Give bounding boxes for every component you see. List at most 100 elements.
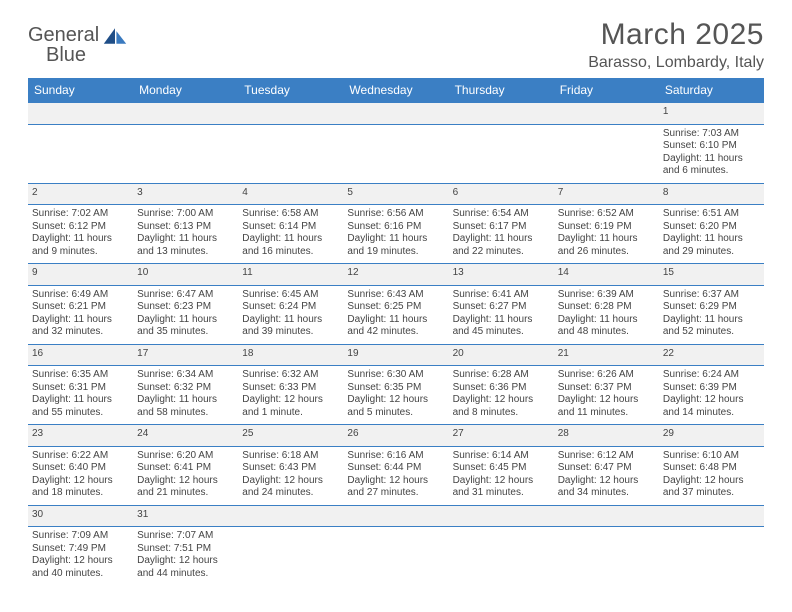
day-content-cell: Sunrise: 6:49 AMSunset: 6:21 PMDaylight:… xyxy=(28,285,133,344)
sunset-line: Sunset: 6:35 PM xyxy=(347,382,444,395)
day-content-cell: Sunrise: 6:41 AMSunset: 6:27 PMDaylight:… xyxy=(449,285,554,344)
calendar-table: Sunday Monday Tuesday Wednesday Thursday… xyxy=(28,78,764,585)
day-number-cell: 16 xyxy=(28,344,133,366)
calendar-head: Sunday Monday Tuesday Wednesday Thursday… xyxy=(28,78,764,103)
day-number-cell xyxy=(343,103,448,124)
daynum-row: 16171819202122 xyxy=(28,344,764,366)
sunset-line: Sunset: 6:20 PM xyxy=(663,221,760,234)
sunrise-line: Sunrise: 6:35 AM xyxy=(32,369,129,382)
sunrise-line: Sunrise: 6:49 AM xyxy=(32,289,129,302)
day-content-cell: Sunrise: 6:10 AMSunset: 6:48 PMDaylight:… xyxy=(659,446,764,505)
day-number-cell xyxy=(554,505,659,527)
day-content-cell: Sunrise: 6:43 AMSunset: 6:25 PMDaylight:… xyxy=(343,285,448,344)
sunset-line: Sunset: 6:10 PM xyxy=(663,140,760,153)
sunrise-line: Sunrise: 6:52 AM xyxy=(558,208,655,221)
day-content-cell: Sunrise: 6:32 AMSunset: 6:33 PMDaylight:… xyxy=(238,366,343,425)
daylight-line: Daylight: 11 hours and 29 minutes. xyxy=(663,233,760,258)
day-number-cell xyxy=(449,103,554,124)
sunrise-line: Sunrise: 6:32 AM xyxy=(242,369,339,382)
sunrise-line: Sunrise: 6:28 AM xyxy=(453,369,550,382)
day-content-cell xyxy=(554,527,659,586)
location: Barasso, Lombardy, Italy xyxy=(588,54,764,72)
sunset-line: Sunset: 6:45 PM xyxy=(453,462,550,475)
sunrise-line: Sunrise: 7:00 AM xyxy=(137,208,234,221)
sunset-line: Sunset: 6:25 PM xyxy=(347,301,444,314)
day-content-cell: Sunrise: 6:28 AMSunset: 6:36 PMDaylight:… xyxy=(449,366,554,425)
daylight-line: Daylight: 11 hours and 16 minutes. xyxy=(242,233,339,258)
day-content-cell: Sunrise: 7:03 AMSunset: 6:10 PMDaylight:… xyxy=(659,124,764,183)
day-content-cell: Sunrise: 6:35 AMSunset: 6:31 PMDaylight:… xyxy=(28,366,133,425)
sunset-line: Sunset: 6:28 PM xyxy=(558,301,655,314)
daylight-line: Daylight: 11 hours and 32 minutes. xyxy=(32,314,129,339)
weekday-row: Sunday Monday Tuesday Wednesday Thursday… xyxy=(28,78,764,103)
day-number-cell xyxy=(554,103,659,124)
daylight-line: Daylight: 11 hours and 58 minutes. xyxy=(137,394,234,419)
daynum-row: 2345678 xyxy=(28,183,764,205)
day-content-cell: Sunrise: 6:16 AMSunset: 6:44 PMDaylight:… xyxy=(343,446,448,505)
day-content-cell: Sunrise: 6:45 AMSunset: 6:24 PMDaylight:… xyxy=(238,285,343,344)
day-number-cell: 27 xyxy=(449,425,554,447)
day-content-cell xyxy=(343,124,448,183)
sunrise-line: Sunrise: 6:41 AM xyxy=(453,289,550,302)
sunset-line: Sunset: 6:41 PM xyxy=(137,462,234,475)
day-number-cell: 5 xyxy=(343,183,448,205)
day-number-cell: 9 xyxy=(28,264,133,286)
daylight-line: Daylight: 11 hours and 52 minutes. xyxy=(663,314,760,339)
day-content-cell xyxy=(449,124,554,183)
sunrise-line: Sunrise: 6:58 AM xyxy=(242,208,339,221)
day-number-cell: 30 xyxy=(28,505,133,527)
day-number-cell: 13 xyxy=(449,264,554,286)
daylight-line: Daylight: 12 hours and 34 minutes. xyxy=(558,475,655,500)
sunset-line: Sunset: 6:17 PM xyxy=(453,221,550,234)
daylight-line: Daylight: 12 hours and 31 minutes. xyxy=(453,475,550,500)
weekday-header: Friday xyxy=(554,78,659,103)
sunrise-line: Sunrise: 6:12 AM xyxy=(558,450,655,463)
day-number-cell: 7 xyxy=(554,183,659,205)
day-number-cell: 26 xyxy=(343,425,448,447)
daynum-row: 1 xyxy=(28,103,764,124)
daynum-row: 9101112131415 xyxy=(28,264,764,286)
day-number-cell: 8 xyxy=(659,183,764,205)
day-number-cell xyxy=(133,103,238,124)
sunrise-line: Sunrise: 6:54 AM xyxy=(453,208,550,221)
day-content-cell: Sunrise: 6:37 AMSunset: 6:29 PMDaylight:… xyxy=(659,285,764,344)
sunrise-line: Sunrise: 7:09 AM xyxy=(32,530,129,543)
day-number-cell: 19 xyxy=(343,344,448,366)
sunrise-line: Sunrise: 6:30 AM xyxy=(347,369,444,382)
sunrise-line: Sunrise: 6:16 AM xyxy=(347,450,444,463)
logo-text-2: Blue xyxy=(46,44,86,66)
sunset-line: Sunset: 6:47 PM xyxy=(558,462,655,475)
daynum-row: 23242526272829 xyxy=(28,425,764,447)
sunset-line: Sunset: 6:12 PM xyxy=(32,221,129,234)
sunset-line: Sunset: 6:44 PM xyxy=(347,462,444,475)
calendar-body: 1Sunrise: 7:03 AMSunset: 6:10 PMDaylight… xyxy=(28,103,764,585)
day-content-cell xyxy=(238,124,343,183)
day-number-cell: 25 xyxy=(238,425,343,447)
sunrise-line: Sunrise: 6:14 AM xyxy=(453,450,550,463)
day-number-cell xyxy=(449,505,554,527)
sunset-line: Sunset: 6:43 PM xyxy=(242,462,339,475)
day-content-cell: Sunrise: 6:26 AMSunset: 6:37 PMDaylight:… xyxy=(554,366,659,425)
daylight-line: Daylight: 11 hours and 48 minutes. xyxy=(558,314,655,339)
content-row: Sunrise: 7:09 AMSunset: 7:49 PMDaylight:… xyxy=(28,527,764,586)
day-number-cell: 6 xyxy=(449,183,554,205)
day-number-cell: 14 xyxy=(554,264,659,286)
sunset-line: Sunset: 6:37 PM xyxy=(558,382,655,395)
day-number-cell xyxy=(238,505,343,527)
day-number-cell: 12 xyxy=(343,264,448,286)
weekday-header: Saturday xyxy=(659,78,764,103)
day-number-cell: 24 xyxy=(133,425,238,447)
day-number-cell: 18 xyxy=(238,344,343,366)
day-content-cell: Sunrise: 7:00 AMSunset: 6:13 PMDaylight:… xyxy=(133,205,238,264)
day-number-cell xyxy=(238,103,343,124)
sunrise-line: Sunrise: 6:37 AM xyxy=(663,289,760,302)
day-content-cell: Sunrise: 6:22 AMSunset: 6:40 PMDaylight:… xyxy=(28,446,133,505)
day-content-cell: Sunrise: 6:24 AMSunset: 6:39 PMDaylight:… xyxy=(659,366,764,425)
day-number-cell: 28 xyxy=(554,425,659,447)
day-number-cell: 2 xyxy=(28,183,133,205)
day-number-cell: 22 xyxy=(659,344,764,366)
sunrise-line: Sunrise: 6:22 AM xyxy=(32,450,129,463)
day-content-cell: Sunrise: 6:18 AMSunset: 6:43 PMDaylight:… xyxy=(238,446,343,505)
daylight-line: Daylight: 12 hours and 21 minutes. xyxy=(137,475,234,500)
sunset-line: Sunset: 6:36 PM xyxy=(453,382,550,395)
